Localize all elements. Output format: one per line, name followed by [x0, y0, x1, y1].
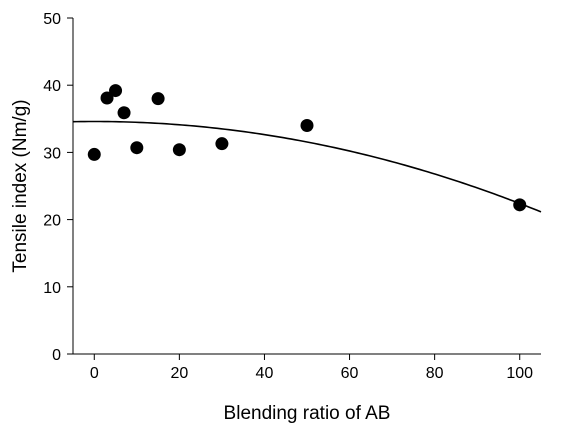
y-tick-label: 40 — [43, 78, 61, 95]
fit-curve — [72, 120, 542, 213]
x-tick-label: 60 — [341, 365, 359, 382]
data-point — [300, 119, 314, 133]
data-point — [87, 147, 101, 161]
data-point — [172, 143, 186, 157]
data-point — [130, 141, 144, 155]
data-point — [513, 198, 527, 212]
data-point — [100, 91, 114, 105]
data-points-layer — [87, 84, 527, 212]
y-tick-label: 10 — [43, 280, 61, 297]
x-tick-label: 40 — [256, 365, 274, 382]
data-point — [151, 92, 165, 106]
x-tick-label: 80 — [426, 365, 444, 382]
data-point — [117, 106, 131, 120]
x-tick-label: 100 — [506, 365, 533, 382]
x-tick-label: 20 — [170, 365, 188, 382]
y-axis-label: Tensile index (Nm/g) — [10, 99, 31, 272]
y-axis-ticks: 0 10 20 30 40 50 — [43, 11, 73, 364]
y-tick-label: 30 — [43, 145, 61, 162]
y-tick-label: 50 — [43, 11, 61, 28]
plot-area — [72, 18, 541, 355]
fit-curve-layer — [72, 120, 542, 213]
data-point — [215, 137, 229, 151]
data-point — [109, 84, 123, 98]
x-axis-label: Blending ratio of AB — [224, 403, 391, 424]
x-tick-label: 0 — [90, 365, 99, 382]
x-axis-ticks: 0 20 40 60 80 100 — [90, 354, 533, 382]
y-tick-label: 20 — [43, 213, 61, 230]
y-tick-label: 0 — [52, 347, 61, 364]
